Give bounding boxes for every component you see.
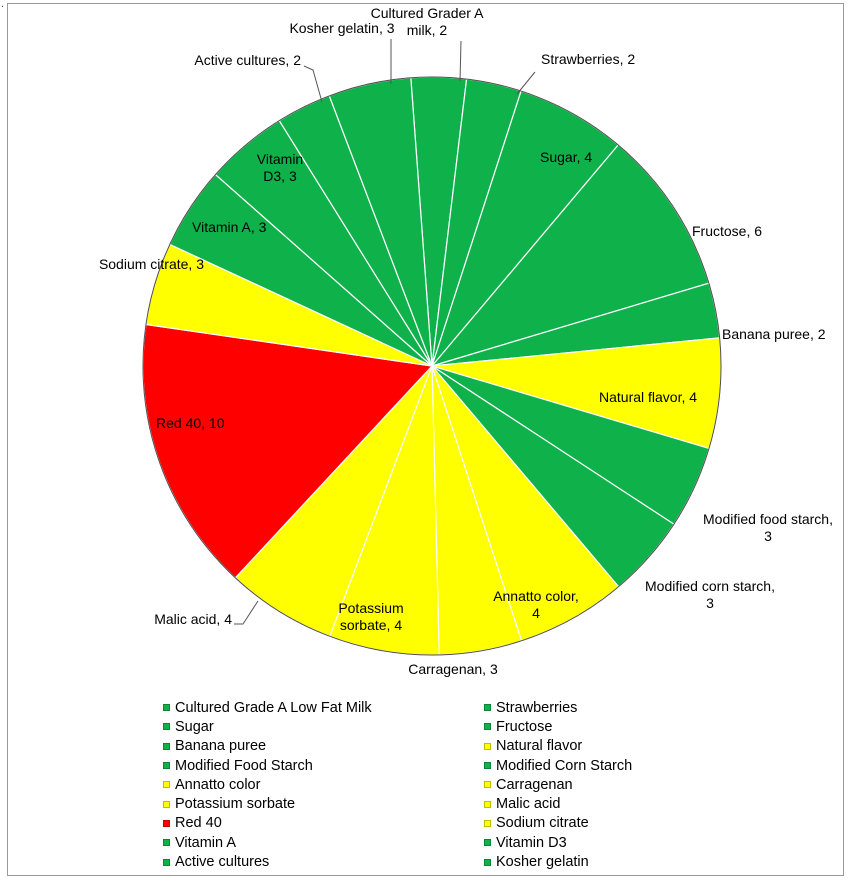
- legend-item-natural-flavor: Natural flavor: [484, 737, 714, 756]
- legend-swatch: [484, 819, 491, 827]
- legend-item-active-cultures: Active cultures: [163, 852, 484, 871]
- legend-item-strawberries: Strawberries: [484, 698, 714, 717]
- legend-item-malic-acid: Malic acid: [484, 794, 714, 813]
- legend-swatch: [163, 704, 170, 712]
- data-label-vitamin-a: Vitamin A, 3: [192, 219, 267, 235]
- data-label-fructose: Fructose, 6: [692, 223, 762, 239]
- data-label-strawberries: Strawberries, 2: [541, 51, 635, 67]
- data-label-natural-flavor: Natural flavor, 4: [599, 389, 697, 405]
- data-label-vitamin-d3: Vitamin D3, 3: [257, 151, 303, 184]
- legend-swatch: [163, 858, 170, 866]
- pie-slices: [142, 76, 722, 656]
- legend-swatch: [163, 839, 170, 847]
- legend-item-potassium-sorbate: Potassium sorbate: [163, 794, 484, 813]
- data-label-modified-food-starch: Modified food starch, 3: [703, 511, 833, 544]
- legend-label: Natural flavor: [496, 738, 583, 755]
- legend-item-modified-corn-starch: Modified Corn Starch: [484, 756, 714, 775]
- legend-swatch: [484, 742, 491, 750]
- data-label-annatto-color: Annatto color, 4: [493, 588, 579, 621]
- legend-swatch: [484, 800, 491, 808]
- data-label-potassium-sorbate: Potassium sorbate, 4: [338, 600, 403, 633]
- legend-item-fructose: Fructose: [484, 717, 714, 736]
- data-label-red-40: Red 40, 10: [156, 415, 225, 431]
- legend-label: Vitamin A: [175, 834, 236, 851]
- legend-item-sodium-citrate: Sodium citrate: [484, 814, 714, 833]
- legend-swatch: [163, 742, 170, 750]
- legend-label: Cultured Grade A Low Fat Milk: [175, 699, 372, 716]
- legend-item-red-40: Red 40: [163, 814, 484, 833]
- legend-swatch: [484, 781, 491, 789]
- legend-item-annatto-color: Annatto color: [163, 775, 484, 794]
- legend-item-modified-food-starch: Modified Food Starch: [163, 756, 484, 775]
- leader-line-active-cultures: [303, 65, 323, 103]
- legend-item-sugar: Sugar: [163, 717, 484, 736]
- data-label-active-cultures: Active cultures, 2: [194, 52, 301, 68]
- legend-label: Fructose: [496, 718, 553, 735]
- legend-label: Sugar: [175, 718, 214, 735]
- legend-label: Kosher gelatin: [496, 854, 589, 871]
- legend-swatch: [484, 858, 491, 866]
- legend-label: Vitamin D3: [496, 834, 567, 851]
- legend-item-cultured-grade-a-low-fat-milk: Cultured Grade A Low Fat Milk: [163, 698, 484, 717]
- legend-label: Annatto color: [175, 776, 261, 793]
- leader-lines: [234, 39, 536, 625]
- data-label-malic-acid: Malic acid, 4: [154, 611, 232, 627]
- legend-swatch: [163, 723, 170, 731]
- legend-swatch: [484, 704, 491, 712]
- legend-item-kosher-gelatin: Kosher gelatin: [484, 852, 714, 871]
- legend-swatch: [163, 762, 170, 770]
- leader-line-cultured-grader-a-milk: [459, 40, 462, 82]
- legend-swatch: [163, 800, 170, 808]
- legend-swatch: [163, 819, 170, 827]
- legend-label: Active cultures: [175, 854, 270, 871]
- corner-mark: .: [1, 0, 5, 10]
- data-label-banana-puree: Banana puree, 2: [722, 326, 826, 342]
- data-label-sodium-citrate: Sodium citrate, 3: [99, 256, 204, 272]
- legend-label: Malic acid: [496, 796, 561, 813]
- legend-swatch: [484, 839, 491, 847]
- legend-label: Modified Food Starch: [175, 757, 313, 774]
- legend-item-vitamin-a: Vitamin A: [163, 833, 484, 852]
- pie-outline: [142, 76, 722, 656]
- legend-label: Carragenan: [496, 776, 573, 793]
- legend-swatch: [484, 723, 491, 731]
- legend-label: Potassium sorbate: [175, 796, 296, 813]
- leader-line-malic-acid: [234, 600, 259, 625]
- legend-label: Modified Corn Starch: [496, 757, 633, 774]
- legend-label: Red 40: [175, 815, 222, 832]
- data-label-kosher-gelatin: Kosher gelatin, 3: [289, 20, 394, 36]
- legend-label: Strawberries: [496, 699, 578, 716]
- legend-swatch: [163, 781, 170, 789]
- legend-label: Banana puree: [175, 738, 267, 755]
- legend-item-vitamin-d3: Vitamin D3: [484, 833, 714, 852]
- data-label-sugar: Sugar, 4: [540, 149, 592, 165]
- legend-label: Sodium citrate: [496, 815, 589, 832]
- leader-line-strawberries: [516, 71, 536, 95]
- legend: Cultured Grade A Low Fat Milk Strawberrie…: [163, 698, 723, 872]
- data-label-modified-corn-starch: Modified corn starch, 3: [645, 578, 775, 611]
- legend-item-banana-puree: Banana puree: [163, 737, 484, 756]
- legend-swatch: [484, 762, 491, 770]
- data-label-carragenan: Carragenan, 3: [408, 661, 498, 677]
- legend-item-carragenan: Carragenan: [484, 775, 714, 794]
